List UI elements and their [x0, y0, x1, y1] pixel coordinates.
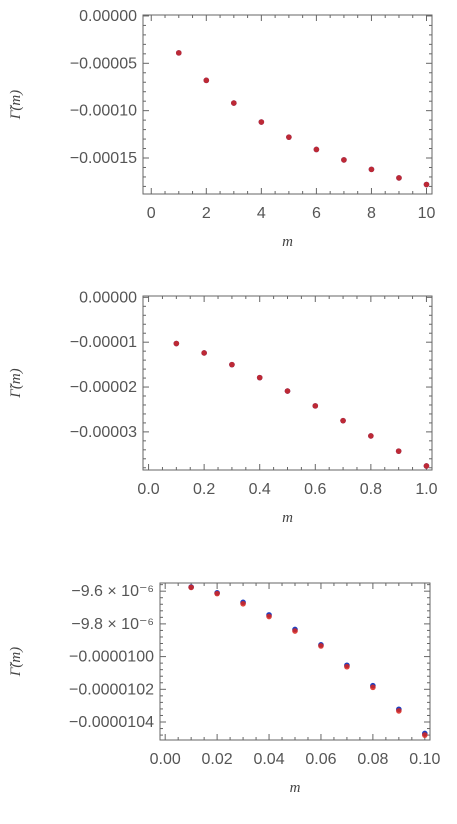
y-axis-label: Γ̃(m): [8, 368, 24, 398]
data-point-series-2: [423, 463, 430, 469]
plot-frame: [142, 295, 433, 471]
data-point-series-2: [240, 600, 246, 607]
y-tick-label: 0.00000: [79, 8, 137, 25]
data-point-series-2: [188, 584, 194, 591]
y-axis-label: Γ̃(m): [8, 647, 24, 677]
data-point-series-2: [395, 448, 402, 454]
chart-panel-1: 0 2 4 6 8 10 0.00000 −0.00005 −0.00010 −0.00015 m Γ…: [8, 8, 435, 250]
x-tick-label: 0.10: [409, 751, 440, 768]
data-point-series-2: [396, 175, 402, 181]
x-tick-label: 4: [257, 205, 266, 222]
x-tick-label: 8: [367, 205, 376, 222]
x-tick-label: 2: [202, 205, 211, 222]
plot-frame: [142, 14, 433, 195]
x-tick-label: 0.2: [193, 481, 215, 498]
x-tick-label: 0.4: [249, 481, 271, 498]
x-tick-label: 0.04: [253, 751, 284, 768]
data-point-series-2: [229, 361, 235, 368]
data-point-series-2: [256, 374, 263, 381]
y-axis-label: Γ̃(m): [8, 90, 24, 120]
data-point-series-2: [292, 628, 298, 634]
data-point-series-2: [284, 388, 291, 394]
x-tick-label: 0.08: [357, 751, 388, 768]
chart-panel-3: 0.00 0.02 0.04 0.06 0.08 0.10 −9.6 × 10⁻⁶ −9.8 …: [8, 582, 440, 796]
data-point-series-2: [173, 340, 180, 347]
y-tick-label: −9.6 × 10⁻⁶: [71, 583, 154, 600]
y-tick-label: −0.00003: [70, 424, 137, 441]
x-tick-label: 0.06: [305, 751, 336, 768]
data-point-series-2: [313, 146, 320, 153]
x-tick-label: 0.00: [150, 751, 181, 768]
data-point-series-2: [175, 50, 182, 56]
x-axis-label: m: [290, 780, 301, 796]
data-point-series-2: [231, 100, 237, 106]
data-point-series-2: [286, 134, 292, 140]
data-point-series-2: [423, 181, 430, 188]
data-point-series-2: [340, 417, 346, 424]
x-tick-label: 10: [418, 205, 436, 222]
x-axis-label: m: [282, 234, 293, 250]
chart-panel-2: 0.0 0.2 0.4 0.6 0.8 1.0 0.00000 −0.00001 −0.0000…: [8, 289, 438, 526]
data-point-series-2: [344, 663, 350, 670]
x-tick-label: 0.6: [304, 481, 326, 498]
data-point-series-2: [368, 433, 374, 439]
x-tick-label: 6: [312, 205, 321, 222]
data-point-series-2: [370, 684, 376, 691]
y-tick-label: −0.00015: [70, 150, 137, 167]
x-tick-label: 0.0: [137, 481, 159, 498]
x-tick-label: 0.02: [202, 751, 233, 768]
data-point-series-2: [203, 77, 210, 84]
data-point-series-2: [214, 590, 220, 597]
x-tick-label: 1.0: [415, 481, 437, 498]
data-point-series-2: [368, 166, 375, 173]
y-tick-label: −9.8 × 10⁻⁶: [71, 616, 154, 633]
data-point-series-2: [318, 643, 324, 649]
x-axis-label: m: [282, 510, 293, 526]
plot-frame: [159, 582, 431, 741]
data-point-series-2: [266, 613, 272, 620]
y-tick-label: 0.00000: [79, 289, 137, 306]
data-point-series-2: [341, 157, 347, 163]
data-point-series-2: [396, 708, 402, 714]
data-point-series-2: [201, 350, 207, 356]
y-tick-label: −0.00001: [70, 334, 137, 351]
x-tick-label: 0.8: [360, 481, 382, 498]
data-point-series-2: [422, 732, 428, 738]
y-tick-label: −0.0000102: [69, 681, 154, 698]
data-point-series-2: [312, 403, 319, 409]
y-tick-label: −0.00010: [70, 103, 137, 120]
y-tick-label: −0.00005: [70, 55, 137, 72]
y-tick-label: −0.0000104: [69, 714, 154, 731]
y-tick-label: −0.0000100: [69, 649, 154, 666]
y-tick-label: −0.00002: [70, 379, 137, 396]
x-tick-label: 0: [147, 205, 156, 222]
data-point-series-2: [258, 119, 265, 125]
